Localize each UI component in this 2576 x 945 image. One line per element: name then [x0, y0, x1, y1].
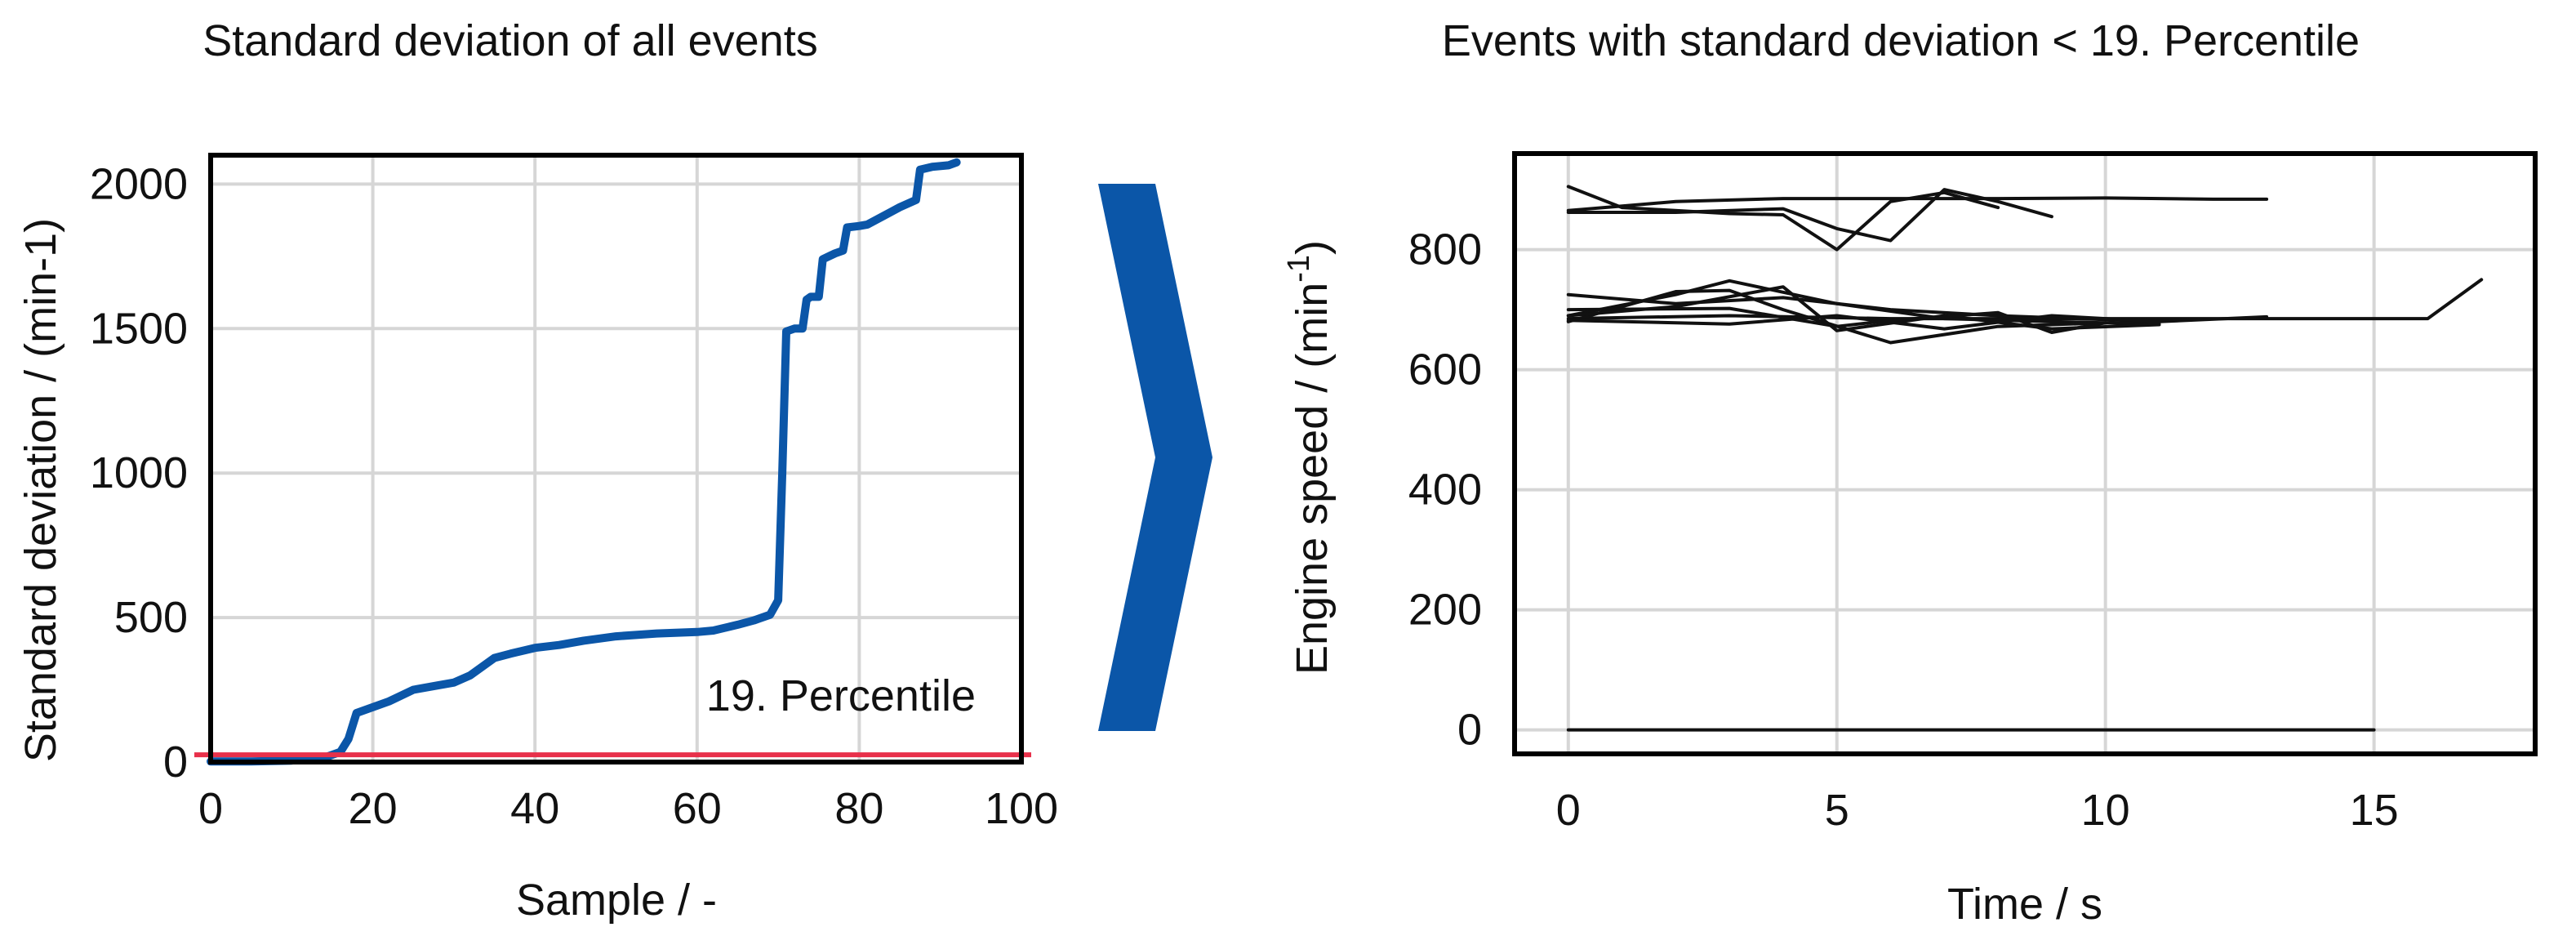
- right-x-tick-label: 15: [2350, 786, 2399, 835]
- right-chart-title: Events with standard deviation < 19. Per…: [1442, 16, 2360, 65]
- chevron-right-icon: [1098, 184, 1212, 731]
- right-x-tick-label: 10: [2081, 786, 2130, 835]
- right-y-tick-label: 0: [1457, 706, 1482, 755]
- right-x-tick-label: 5: [1825, 786, 1849, 835]
- right-y-axis-label: Engine speed / (min-1): [1282, 240, 1337, 675]
- left-x-tick-label: 40: [510, 784, 559, 833]
- right-x-ticks: 0 5 10 15: [1556, 786, 2399, 835]
- threshold-label: 19. Percentile: [706, 671, 976, 720]
- left-y-tick-label: 1500: [90, 304, 188, 353]
- right-x-tick-label: 0: [1556, 786, 1581, 835]
- right-series-line-8: [1566, 314, 2269, 331]
- left-y-axis-label: Standard deviation / (min-1): [16, 218, 65, 762]
- left-x-axis-label: Sample / -: [516, 876, 717, 925]
- left-y-tick-label: 1000: [90, 448, 188, 497]
- right-y-tick-label: 600: [1408, 345, 1482, 394]
- right-series: [1566, 185, 2484, 732]
- right-y-tick-label: 400: [1408, 466, 1482, 515]
- right-plot-frame: [1512, 151, 2538, 756]
- left-y-ticks: 0 500 1000 1500 2000: [90, 159, 188, 787]
- right-series-line-0: [1566, 196, 2269, 212]
- left-x-tick-label: 80: [834, 784, 883, 833]
- left-x-tick-label: 60: [673, 784, 722, 833]
- left-y-tick-label: 0: [163, 738, 188, 787]
- right-series-line-9: [1566, 306, 2107, 334]
- left-series-line-0: [207, 158, 961, 766]
- left-y-tick-label: 2000: [90, 159, 188, 208]
- right-series-line-1: [1566, 185, 2000, 252]
- left-y-tick-label: 500: [114, 593, 188, 642]
- left-x-tick-label: 100: [985, 784, 1058, 833]
- right-chart: Events with standard deviation < 19. Per…: [1282, 16, 2538, 929]
- left-chart-title: Standard deviation of all events: [202, 16, 818, 65]
- left-chart: Standard deviation of all events 19. Per…: [16, 16, 1058, 925]
- right-series-line-2: [1566, 188, 2053, 243]
- right-series-line-7: [1566, 285, 2161, 332]
- left-plot-frame: [208, 153, 1024, 764]
- right-grid: [1515, 154, 2535, 754]
- right-x-axis-label: Time / s: [1947, 880, 2102, 929]
- left-x-ticks: 0 20 40 60 80 100: [198, 784, 1058, 833]
- right-y-tick-label: 800: [1408, 225, 1482, 274]
- right-series-line-6: [1566, 288, 2107, 345]
- left-series: [207, 158, 961, 766]
- left-x-tick-label: 20: [349, 784, 398, 833]
- right-series-line-5: [1566, 279, 2161, 326]
- right-y-tick-label: 200: [1408, 586, 1482, 635]
- right-y-ticks: 0 200 400 600 800: [1408, 225, 1482, 755]
- left-x-tick-label: 0: [198, 784, 223, 833]
